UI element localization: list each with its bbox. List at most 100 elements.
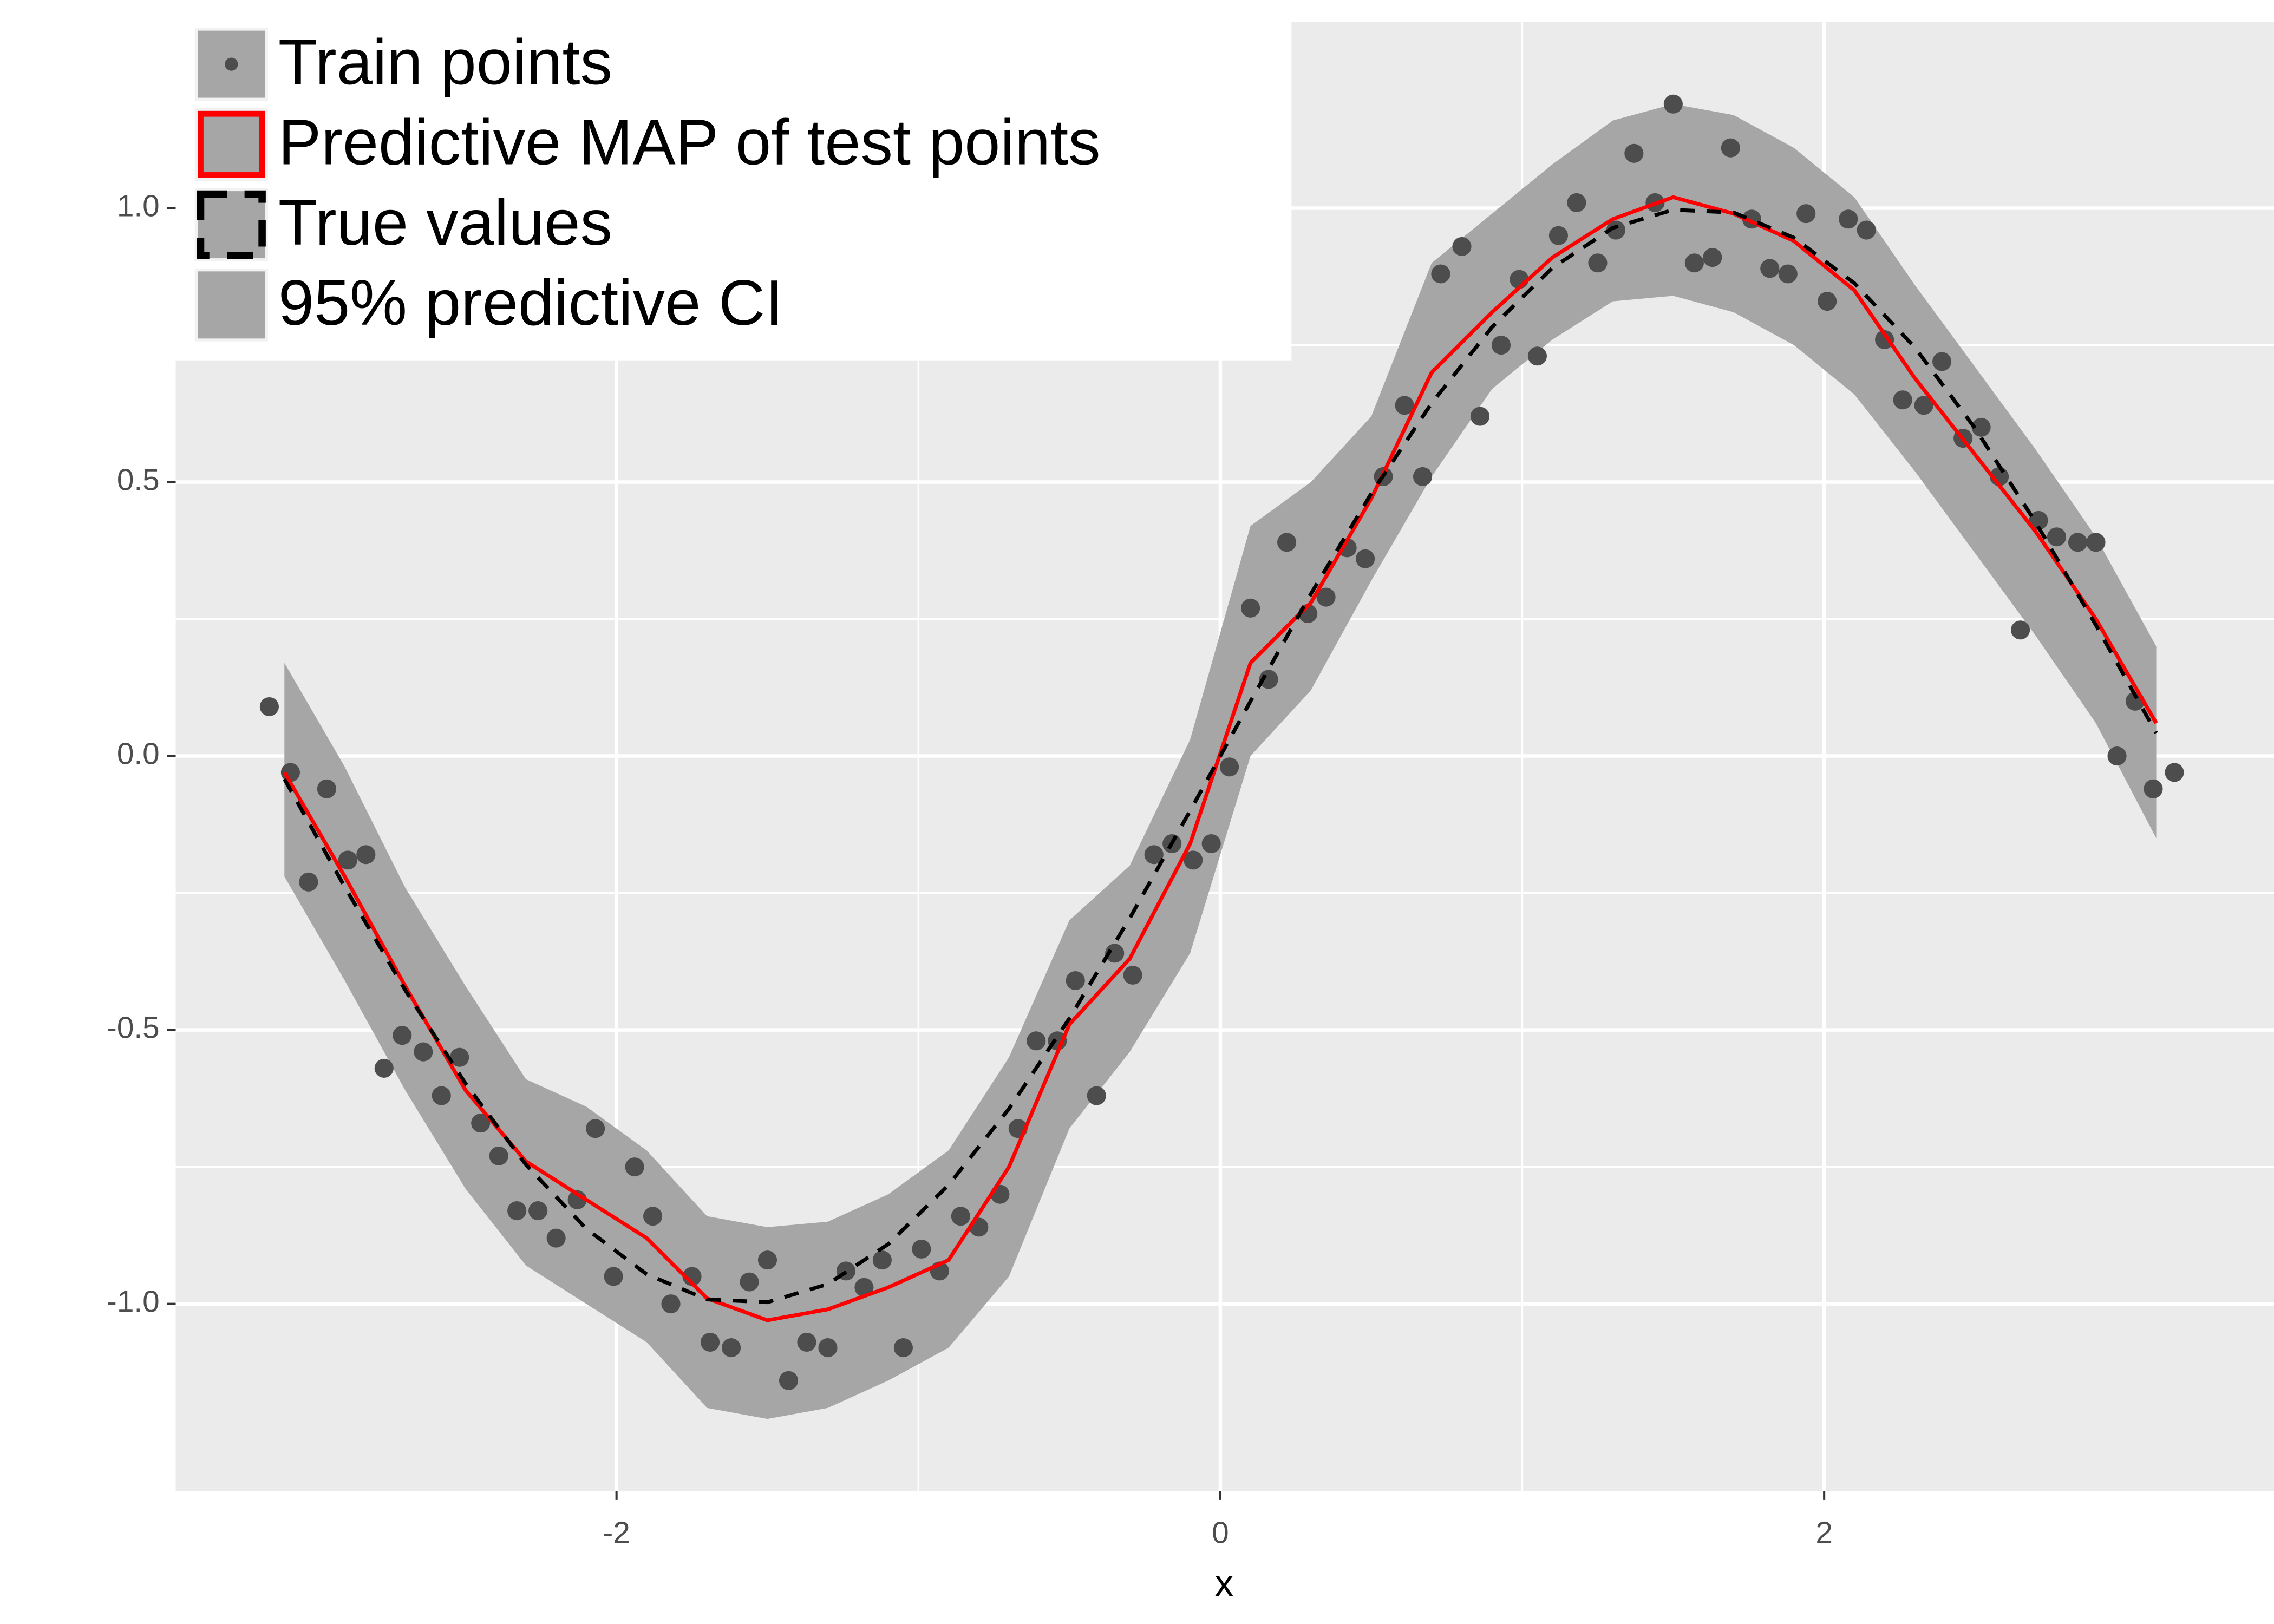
train-point [450, 1047, 469, 1067]
train-point [259, 697, 279, 716]
train-point [507, 1201, 527, 1221]
x-tick-label: 2 [1815, 1516, 1833, 1550]
legend: Train points Predictive MAP of test point… [175, 22, 1292, 361]
train-point [797, 1332, 816, 1352]
legend-key-point [225, 57, 238, 71]
legend-key [194, 188, 268, 261]
y-tick-label: 1.0 [117, 189, 160, 224]
train-point [1431, 264, 1450, 284]
axes: -2 0 2 -1.0 -0.5 0.0 0.5 1.0 [107, 189, 1833, 1550]
train-point [757, 1250, 777, 1270]
train-point [1027, 1031, 1046, 1051]
train-point [1567, 193, 1586, 212]
train-point [338, 850, 357, 870]
train-point [643, 1207, 663, 1226]
train-point [1893, 390, 1912, 410]
train-point [1932, 352, 1952, 371]
train-point [779, 1371, 799, 1390]
train-point [299, 872, 318, 892]
train-point [471, 1114, 491, 1133]
x-tick-label: 0 [1212, 1516, 1229, 1550]
train-point [1201, 834, 1221, 854]
plot-layer [259, 94, 2184, 1419]
train-point [893, 1338, 913, 1358]
legend-label: 95% predictive CI [278, 267, 783, 339]
train-point [1663, 94, 1683, 114]
train-point [872, 1250, 892, 1270]
x-tick-label: -2 [603, 1516, 630, 1550]
train-point [1184, 850, 1203, 870]
train-point [1527, 346, 1547, 366]
legend-key [194, 108, 268, 181]
y-tick-label: 0.5 [117, 463, 160, 497]
train-point [528, 1201, 548, 1221]
train-point [414, 1042, 433, 1062]
train-point [432, 1086, 451, 1105]
legend-key-line [197, 190, 266, 259]
train-point [1606, 220, 1625, 240]
train-point [2029, 510, 2048, 530]
train-point [2144, 779, 2163, 798]
train-point [1277, 533, 1297, 552]
train-point [546, 1228, 566, 1248]
legend-label: True values [278, 187, 612, 259]
train-point [1123, 965, 1142, 985]
train-point [1721, 138, 1740, 158]
train-point [356, 845, 376, 865]
train-point [721, 1338, 741, 1358]
train-point [489, 1146, 508, 1165]
train-point [1087, 1086, 1106, 1105]
train-point [1703, 248, 1722, 267]
train-point [2086, 533, 2106, 552]
train-point [1818, 292, 1837, 311]
train-point [1144, 845, 1164, 865]
train-point [1413, 467, 1433, 486]
legend-label: Predictive MAP of test points [278, 107, 1101, 179]
y-tick-label: -0.5 [107, 1011, 160, 1045]
train-point [1588, 253, 1608, 273]
train-point [1624, 143, 1644, 163]
train-point [604, 1267, 623, 1286]
train-point [1470, 407, 1490, 426]
train-point [661, 1294, 681, 1314]
train-point [818, 1338, 838, 1358]
train-point [586, 1119, 605, 1138]
train-point [374, 1058, 394, 1078]
train-point [854, 1278, 874, 1297]
train-point [1796, 204, 1816, 224]
legend-label: Train points [278, 26, 612, 98]
train-point [912, 1239, 931, 1259]
train-point [1684, 253, 1704, 273]
train-point [1491, 336, 1511, 355]
train-point [1778, 264, 1798, 284]
ci-band [284, 104, 2157, 1419]
train-point [1355, 549, 1375, 568]
train-point [1452, 237, 1472, 256]
train-point [1760, 259, 1780, 278]
train-point [393, 1026, 412, 1045]
train-point [1105, 944, 1125, 963]
train-point [1316, 587, 1336, 607]
train-point [2068, 533, 2088, 552]
legend-key-line [198, 110, 265, 178]
train-point [2165, 763, 2184, 782]
train-point [1395, 396, 1414, 415]
train-point [951, 1207, 970, 1226]
legend-key [194, 268, 268, 342]
train-point [1548, 226, 1569, 245]
legend-box [175, 22, 1292, 361]
train-point [1839, 209, 1858, 229]
train-point [1857, 220, 1876, 240]
train-point [1914, 396, 1933, 415]
train-point [2047, 527, 2067, 547]
train-point [317, 779, 336, 798]
train-point [625, 1157, 644, 1177]
train-point [2011, 620, 2030, 640]
line [283, 208, 2158, 1305]
train-point [740, 1272, 759, 1292]
y-tick-label: 0.0 [117, 737, 160, 771]
y-tick-label: -1.0 [107, 1285, 160, 1319]
train-point [1066, 971, 1085, 991]
